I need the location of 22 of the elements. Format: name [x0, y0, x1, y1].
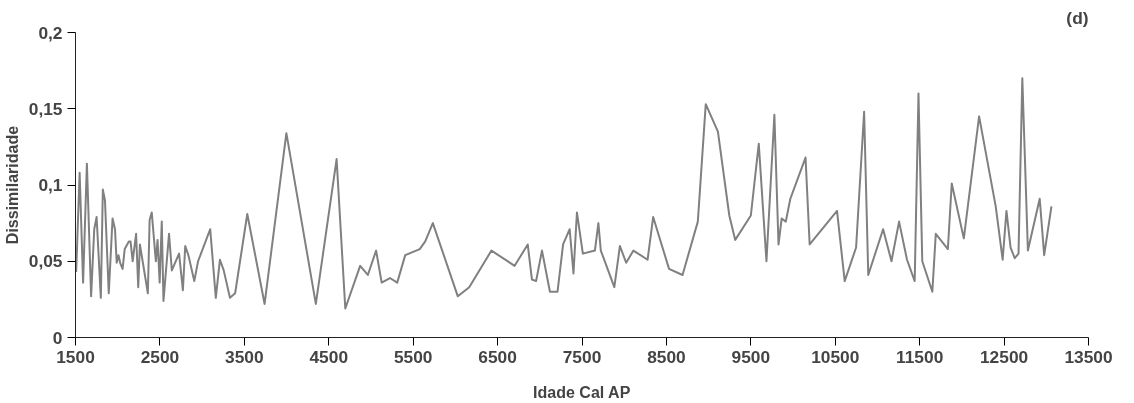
x-tick-label: 9500 — [731, 346, 771, 367]
x-axis-title: Idade Cal AP — [533, 383, 631, 401]
x-tick-label: 5500 — [393, 346, 433, 367]
x-tick-label: 11500 — [896, 346, 944, 367]
y-tick-label: 0,15 — [28, 98, 63, 119]
chart-title: (d) — [1066, 7, 1089, 28]
y-axis-title: Dissimilaridade — [3, 125, 21, 245]
x-tick-label: 4500 — [309, 346, 349, 367]
x-tick-label: 13500 — [1064, 346, 1113, 367]
y-tick-label: 0 — [52, 327, 63, 348]
x-tick-label: 10500 — [811, 346, 860, 367]
x-tick-label: 3500 — [225, 346, 264, 367]
y-tick-label: 0,1 — [38, 175, 63, 195]
x-tick-label: 1500 — [56, 346, 95, 367]
y-tick-label: 0,2 — [38, 22, 63, 43]
x-tick-label: 2500 — [140, 346, 180, 367]
x-tick-label: 8500 — [647, 346, 686, 367]
line-series — [75, 77, 1053, 310]
x-tick-label: 6500 — [478, 346, 517, 367]
x-tick-label: 12500 — [979, 346, 1029, 367]
y-tick-label: 0,05 — [28, 251, 63, 272]
x-tick-label: 7500 — [562, 346, 602, 367]
